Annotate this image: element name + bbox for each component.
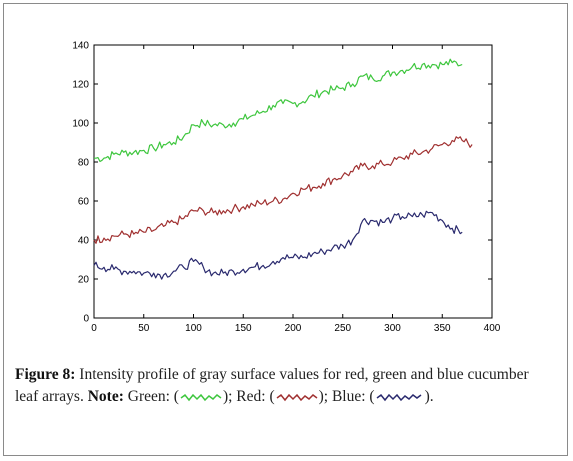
x-tick-label: 150	[235, 323, 252, 334]
x-tick-label: 300	[384, 323, 401, 334]
x-tick-label: 50	[138, 323, 150, 334]
x-tick-label: 0	[91, 323, 97, 334]
x-tick-label: 350	[434, 323, 451, 334]
y-tick-label: 100	[72, 119, 89, 130]
caption-text: Intensity profile of gray surface values…	[15, 366, 529, 405]
x-tick-label: 200	[285, 323, 302, 334]
figure-label: Figure 8:	[15, 366, 76, 383]
blue-swatch	[376, 394, 422, 402]
y-tick-label: 0	[83, 314, 89, 325]
green-series-line	[93, 58, 463, 163]
series-layer	[93, 58, 473, 280]
note-label: Note:	[87, 388, 124, 405]
green-legend-text: Green: (	[123, 388, 179, 405]
axes: 0 50 100 150 200 250 300 350 400 0 20 40 60 80 100 120 1…	[72, 41, 500, 335]
figure-caption: Figure 8: Intensity profile of gray surf…	[15, 364, 555, 408]
caption-end: ).	[424, 388, 434, 405]
y-tick-label: 40	[78, 236, 90, 247]
x-tick-label: 400	[484, 323, 501, 334]
x-tick-label: 250	[334, 323, 351, 334]
blue-legend-text: ); Blue: (	[318, 388, 375, 405]
red-series-line	[93, 136, 473, 244]
chart: 0 50 100 150 200 250 300 350 400 0 20 40 60 80 100 120 1…	[72, 41, 500, 335]
red-legend-text: ); Red: (	[222, 388, 275, 405]
y-tick-label: 80	[78, 158, 90, 169]
y-tick-label: 20	[78, 275, 90, 286]
x-tick-label: 100	[185, 323, 202, 334]
plot-box	[93, 44, 493, 319]
figure-frame	[3, 3, 568, 456]
y-tick-label: 120	[72, 80, 89, 91]
y-tick-label: 140	[72, 41, 89, 52]
red-swatch	[276, 394, 318, 402]
blue-series-line	[93, 210, 463, 280]
green-swatch	[180, 394, 222, 402]
y-tick-label: 60	[78, 197, 90, 208]
